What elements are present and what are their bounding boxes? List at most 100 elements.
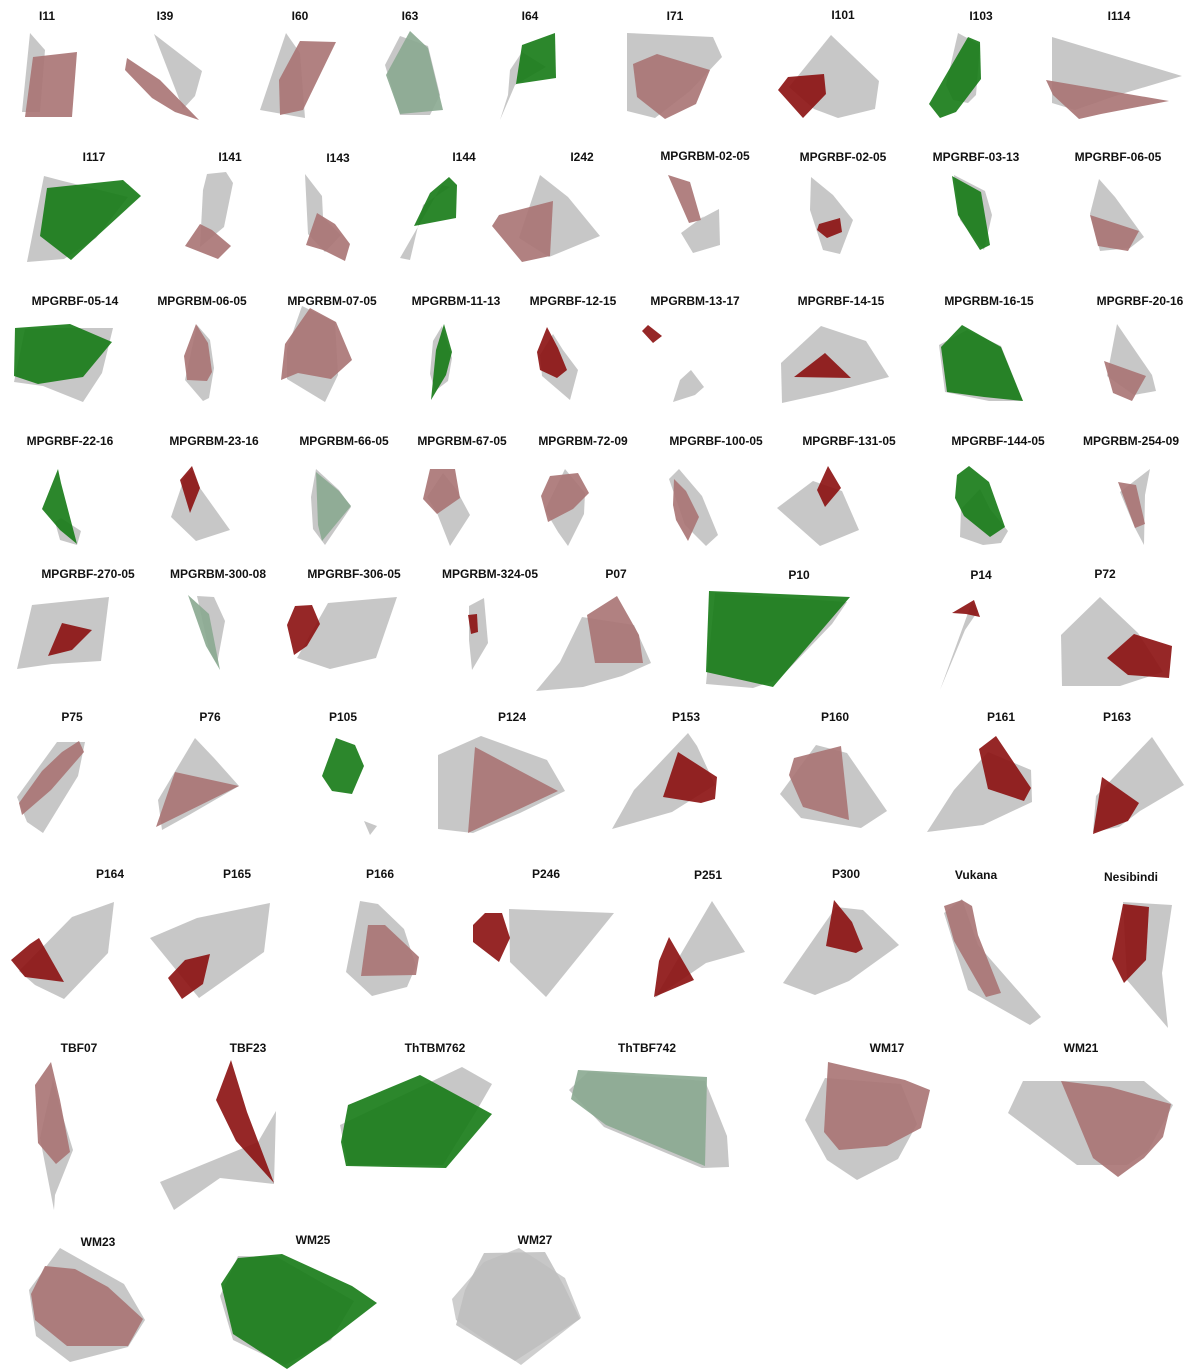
pinkish-polygon (673, 479, 699, 541)
panel-wm17: WM17 (805, 1041, 930, 1180)
panel-mpgrbf-144-05: MPGRBF-144-05 (951, 434, 1045, 545)
panel-label: MPGRBM-06-05 (157, 294, 247, 308)
green-polygon (929, 37, 981, 118)
red-polygon (216, 1060, 274, 1183)
panel-mpgrbf-22-16: MPGRBF-22-16 (27, 434, 114, 545)
panel-mpgrbf-131-05: MPGRBF-131-05 (777, 434, 896, 546)
sage-polygon (386, 31, 443, 114)
panel-p165: P165 (150, 867, 270, 999)
panel-i11: I11 (22, 9, 77, 117)
red-polygon (826, 900, 863, 953)
green-polygon (952, 176, 990, 250)
gray-polygon (154, 34, 202, 109)
panel-mpgrbm-13-17: MPGRBM-13-17 (642, 294, 740, 402)
red-polygon (287, 605, 320, 655)
pinkish-polygon (633, 54, 710, 119)
panel-mpgrbf-100-05: MPGRBF-100-05 (669, 434, 763, 546)
pinkish-polygon (35, 1062, 70, 1164)
pinkish-polygon (279, 41, 336, 115)
panel-label: P161 (987, 710, 1015, 724)
panel-wm27: WM27 (452, 1233, 581, 1365)
panel-p76: P76 (156, 710, 239, 830)
pinkish-polygon (184, 324, 212, 381)
panel-label: P07 (605, 567, 627, 581)
panel-tbf07: TBF07 (35, 1041, 98, 1210)
pinkish-polygon (468, 747, 558, 833)
panel-label: I242 (570, 150, 594, 164)
gray-polygon (400, 185, 450, 260)
gray-polygon (171, 470, 230, 541)
gray-polygon (810, 177, 853, 254)
panel-mpgrbf-14-15: MPGRBF-14-15 (781, 294, 889, 403)
panel-mpgrbm-254-09: MPGRBM-254-09 (1083, 434, 1179, 545)
panel-label: P164 (96, 867, 124, 881)
panel-label: P14 (970, 568, 992, 582)
gray-polygon (783, 907, 899, 995)
red-polygon (817, 466, 841, 507)
panel-p160: P160 (780, 710, 887, 828)
panel-label: P105 (329, 710, 357, 724)
panel-label: TBF07 (61, 1041, 98, 1055)
panel-label: MPGRBF-05-14 (32, 294, 119, 308)
panel-p10: P10 (706, 568, 850, 688)
gray-polygon (681, 209, 720, 253)
panel-label: I143 (326, 151, 350, 165)
panel-label: I63 (402, 9, 419, 23)
panel-label: P76 (199, 710, 221, 724)
panel-i114: I114 (1046, 9, 1182, 119)
gray-polygon (509, 909, 614, 997)
panel-label: MPGRBM-16-15 (944, 294, 1034, 308)
panel-label: MPGRBF-100-05 (669, 434, 763, 448)
panel-p153: P153 (612, 710, 717, 829)
red-polygon (952, 600, 980, 617)
panel-i144: I144 (400, 150, 476, 260)
panel-p124: P124 (438, 710, 565, 833)
panel-label: MPGRBM-07-05 (287, 294, 377, 308)
panel-p163: P163 (1093, 710, 1184, 834)
panel-label: P166 (366, 867, 394, 881)
red-polygon (168, 954, 210, 999)
panel-wm23: WM23 (29, 1235, 145, 1362)
panel-mpgrbm-300-08: MPGRBM-300-08 (170, 567, 266, 670)
panel-mpgrbm-16-15: MPGRBM-16-15 (939, 294, 1034, 401)
panel-mpgrbm-23-16: MPGRBM-23-16 (169, 434, 259, 541)
gray-polygon (160, 1111, 276, 1210)
gray-polygon (469, 598, 488, 670)
pinkish-polygon (587, 596, 643, 663)
panel-label: MPGRBF-12-15 (530, 294, 617, 308)
panel-i143: I143 (305, 151, 350, 261)
panel-label: P165 (223, 867, 251, 881)
panel-label: TBF23 (230, 1041, 267, 1055)
green-polygon (341, 1075, 492, 1168)
panel-p161: P161 (927, 710, 1032, 832)
panel-label: MPGRBF-02-05 (800, 150, 887, 164)
panel-mpgrbf-03-13: MPGRBF-03-13 (933, 150, 1020, 250)
pinkish-polygon (185, 224, 231, 259)
pinkish-polygon (361, 925, 419, 976)
pinkish-polygon (541, 473, 589, 522)
panel-label: MPGRBF-22-16 (27, 434, 114, 448)
panel-label: MPGRBF-14-15 (798, 294, 885, 308)
red-polygon (642, 325, 662, 343)
panel-mpgrbm-06-05: MPGRBM-06-05 (157, 294, 247, 401)
panel-i242: I242 (492, 150, 600, 262)
gray-polygon (297, 597, 397, 669)
panel-label: MPGRBF-270-05 (41, 567, 135, 581)
gray-polygon (612, 733, 715, 829)
panel-label: P153 (672, 710, 700, 724)
panel-label: MPGRBM-11-13 (412, 294, 501, 308)
red-polygon (979, 736, 1031, 801)
red-polygon (817, 218, 842, 238)
panel-mpgrbf-306-05: MPGRBF-306-05 (287, 567, 401, 669)
panel-mpgrbm-11-13: MPGRBM-11-13 (412, 294, 501, 400)
panel-i117: I117 (27, 150, 141, 262)
pinkish-polygon (668, 175, 701, 223)
panel-label: WM17 (870, 1041, 905, 1055)
panel-i101: I101 (778, 8, 879, 118)
panel-mpgrbf-06-05: MPGRBF-06-05 (1075, 150, 1162, 251)
panel-i141: I141 (185, 150, 242, 259)
panel-label: MPGRBM-72-09 (538, 434, 628, 448)
pinkish-polygon (281, 308, 352, 380)
panel-label: ThTBF742 (618, 1041, 676, 1055)
panel-label: I11 (39, 9, 55, 23)
